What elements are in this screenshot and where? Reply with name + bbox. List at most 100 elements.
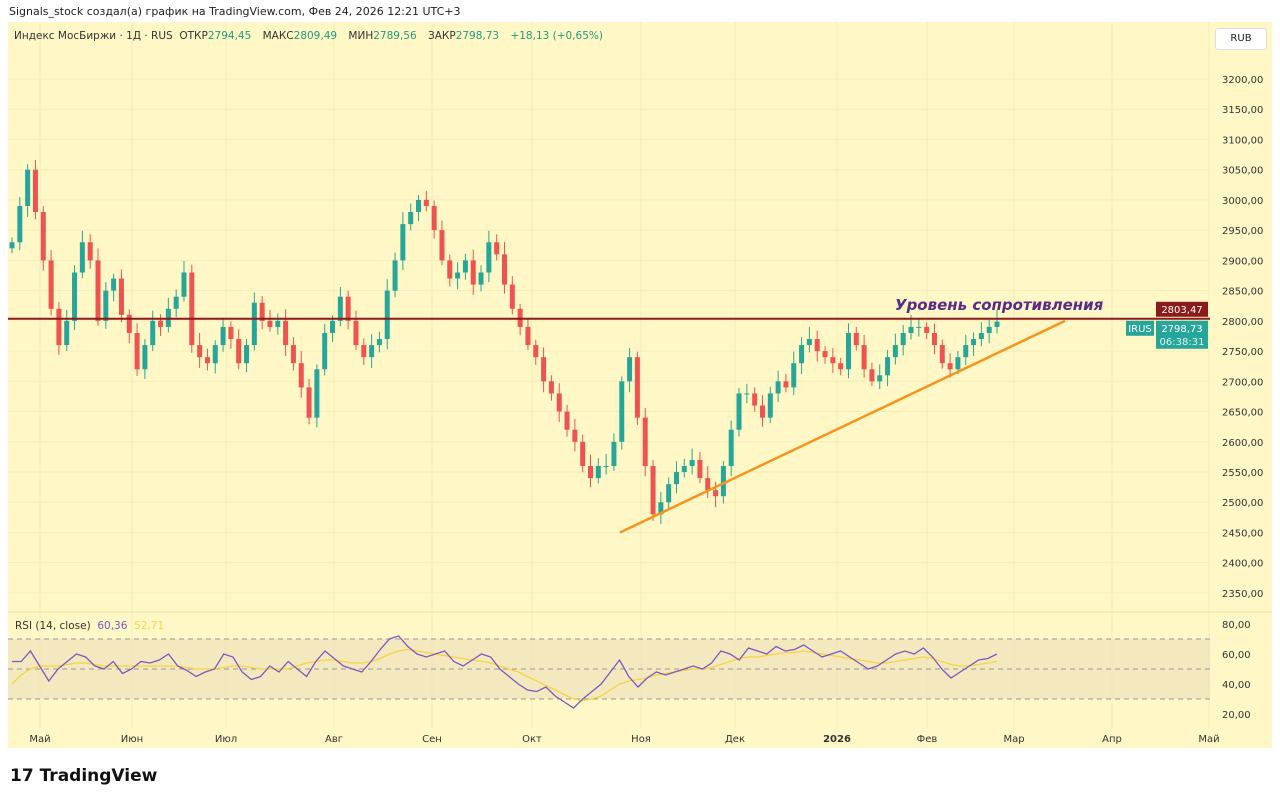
- candle-body: [290, 345, 296, 364]
- candle-body: [525, 326, 531, 346]
- candle-body: [462, 260, 468, 273]
- candle-body: [173, 296, 179, 309]
- candle-body: [580, 441, 586, 467]
- candle-body: [955, 357, 961, 370]
- candle-body: [759, 405, 765, 418]
- price-tick: 2500,00: [1222, 498, 1263, 509]
- candle-body: [17, 205, 23, 243]
- candle-body: [595, 466, 601, 479]
- candle-body: [353, 320, 359, 346]
- time-tick: Май: [1198, 734, 1219, 745]
- candle-body: [392, 260, 398, 291]
- candle-body: [853, 332, 859, 346]
- change-value: +18,13 (+0,65%): [510, 30, 603, 42]
- open-label: ОТКР: [179, 30, 208, 42]
- low-value: 2789,56: [373, 30, 417, 42]
- time-tick: Дек: [725, 734, 745, 745]
- currency-button[interactable]: RUB: [1215, 28, 1267, 50]
- candle-body: [118, 278, 124, 315]
- candle-body: [72, 272, 78, 321]
- candle-body: [681, 466, 687, 473]
- candle-body: [345, 296, 351, 321]
- candle-body: [486, 242, 492, 273]
- candle-body: [947, 363, 953, 370]
- candle-body: [799, 345, 805, 364]
- close-value: 2798,73: [455, 30, 500, 42]
- rsi-ma-value: 52,71: [134, 620, 165, 632]
- candle-body: [56, 308, 62, 346]
- candle-body: [924, 326, 930, 333]
- candle-body: [306, 387, 312, 418]
- candle-body: [251, 302, 257, 346]
- open-value: 2794,45: [207, 30, 252, 42]
- candle-body: [642, 417, 648, 467]
- candle-body: [25, 169, 31, 206]
- rsi-tick: 60,00: [1222, 650, 1251, 661]
- chart-area[interactable]: [8, 22, 1272, 748]
- trendline: [619, 319, 1066, 534]
- candle-body: [470, 260, 476, 285]
- candle-body: [689, 459, 695, 467]
- time-tick: Июн: [121, 734, 143, 745]
- candle-body: [134, 332, 140, 370]
- candle-body: [916, 326, 922, 328]
- price-tick: 2450,00: [1222, 528, 1263, 539]
- candle-body: [447, 260, 453, 279]
- candle-body: [87, 242, 93, 261]
- candle-body: [275, 320, 281, 327]
- candle-body: [158, 320, 164, 327]
- candle-body: [79, 242, 85, 273]
- candle-body: [728, 429, 734, 467]
- close-label: ЗАКР: [427, 30, 456, 42]
- rsi-line: [12, 635, 998, 709]
- candle-body: [361, 345, 367, 358]
- candle-body: [720, 466, 726, 497]
- candle-body: [126, 314, 132, 333]
- candle-body: [619, 381, 625, 442]
- price-tick: 2550,00: [1222, 468, 1263, 479]
- candle-body: [963, 345, 969, 358]
- candle-body: [283, 320, 289, 346]
- time-tick: Ноя: [631, 734, 651, 745]
- high-label: МАКС: [262, 30, 294, 42]
- low-label: МИН: [348, 30, 374, 42]
- candle-body: [9, 242, 15, 249]
- chart-caption: Signals_stock создал(а) график на Tradin…: [9, 5, 461, 18]
- resistance-price: 2803,47: [1161, 305, 1202, 316]
- candle-body: [971, 339, 977, 346]
- candle-body: [541, 357, 547, 382]
- candle-body: [384, 290, 390, 340]
- candle-body: [330, 320, 336, 333]
- price-tick: 3000,00: [1222, 196, 1263, 207]
- candle-body: [736, 393, 742, 430]
- candle-body: [744, 393, 750, 395]
- symbol-tag-text: IRUS: [1128, 324, 1152, 335]
- resistance-label: Уровень сопротивления: [895, 296, 1104, 314]
- brand-name: TradingView: [39, 766, 158, 786]
- candle-body: [337, 296, 343, 321]
- tradingview-logo: 𝟭𝟳 TradingView: [10, 766, 157, 786]
- candle-body: [48, 260, 54, 309]
- price-tick: 3100,00: [1222, 135, 1263, 146]
- candle-body: [142, 345, 148, 370]
- candle-body: [220, 326, 226, 346]
- candle-body: [845, 332, 851, 370]
- price-tick: 2900,00: [1222, 256, 1263, 267]
- candle-body: [885, 357, 891, 376]
- candle-body: [509, 284, 515, 309]
- time-tick: Сен: [422, 734, 442, 745]
- candle-body: [189, 272, 195, 346]
- candle-body: [314, 369, 320, 418]
- price-tick: 2950,00: [1222, 226, 1263, 237]
- candle-body: [40, 212, 46, 261]
- candle-body: [548, 381, 554, 394]
- rsi-ma-line: [11, 648, 998, 702]
- price-tick: 2700,00: [1222, 377, 1263, 388]
- candle-body: [103, 290, 109, 321]
- price-tick: 2850,00: [1222, 287, 1263, 298]
- candle-body: [204, 357, 210, 364]
- candle-body: [259, 302, 265, 321]
- candle-body: [494, 242, 500, 255]
- symbol-tag: [1126, 320, 1154, 336]
- candle-body: [556, 393, 562, 412]
